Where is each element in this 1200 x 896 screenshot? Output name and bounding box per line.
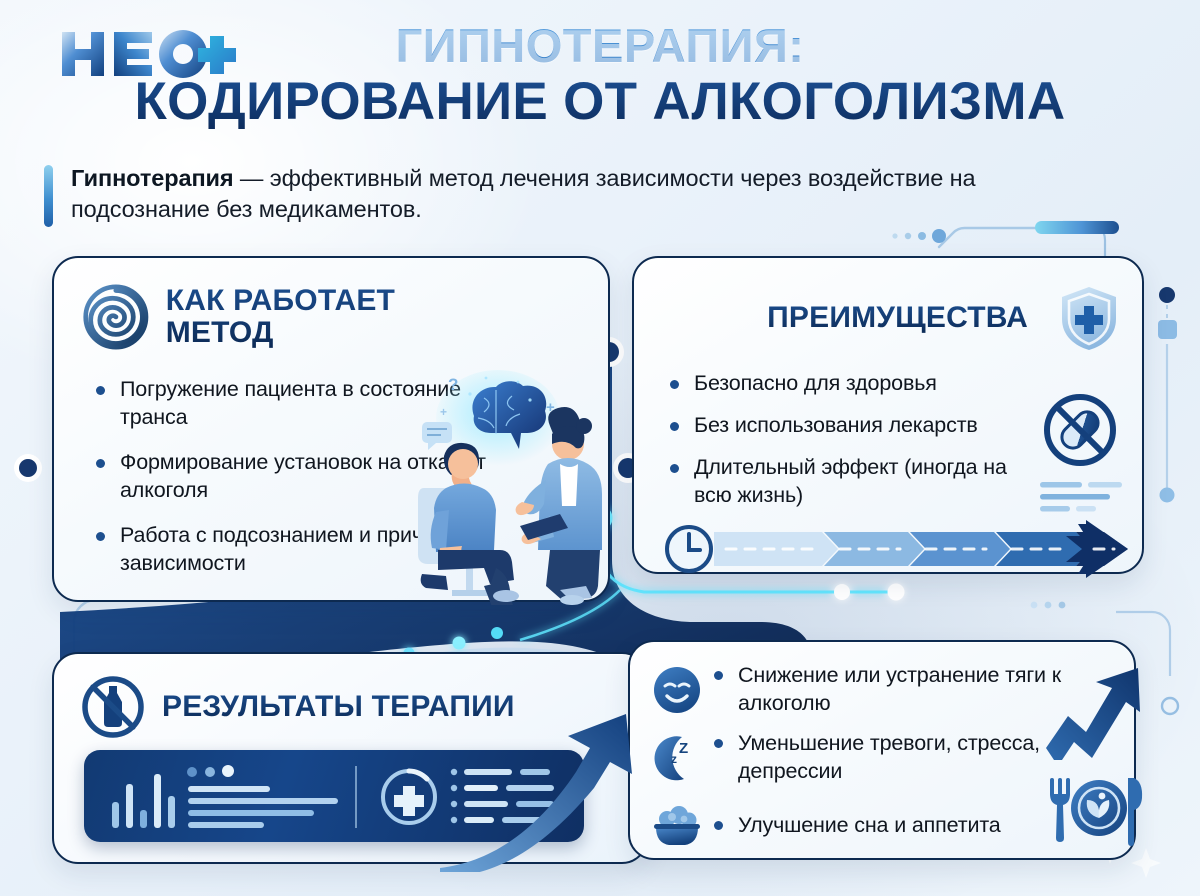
shield-plus-icon (1062, 287, 1116, 350)
outcome-text: Улучшение сна и аппетита (714, 812, 1001, 840)
list-item: Работа с подсознанием и причинами зависи… (94, 522, 486, 578)
list-item: Без использования лекарств (668, 412, 1050, 440)
method-card-header: КАК РАБОТАЕТ МЕТОД (82, 280, 482, 354)
benefits-bullet-list: Безопасно для здоровья Без использования… (668, 370, 1050, 524)
neo-plus-logo[interactable] (58, 26, 238, 88)
no-alcohol-icon (82, 676, 144, 738)
card-therapy-results: РЕЗУЛЬТАТЫ ТЕРАПИИ (52, 652, 648, 864)
method-card-title: КАК РАБОТАЕТ МЕТОД (166, 284, 482, 350)
list-item: Улучшение сна и аппетита (650, 796, 1124, 856)
bar-chart-glyph (112, 774, 175, 828)
list-item: Z z Уменьшение тревоги, стресса, депресс… (650, 728, 1124, 788)
svg-text:z: z (671, 752, 677, 766)
title-line-2: КОДИРОВАНИЕ ОТ АЛКОГОЛИЗМА (0, 74, 1200, 129)
salad-bowl-icon (650, 805, 704, 847)
results-card-header: РЕЗУЛЬТАТЫ ТЕРАПИИ (80, 674, 515, 740)
svg-text:Z: Z (679, 740, 688, 757)
method-bullet-list: Погружение пациента в состояние транса Ф… (94, 376, 486, 595)
card-outcomes: Снижение или устранение тяги к алкоголю … (628, 640, 1136, 860)
list-item: Погружение пациента в состояние транса (94, 376, 486, 432)
list-item: Безопасно для здоровья (668, 370, 1050, 398)
results-card-title: РЕЗУЛЬТАТЫ ТЕРАПИИ (162, 689, 515, 723)
calm-face-icon (650, 665, 704, 715)
outcome-list: Снижение или устранение тяги к алкоголю … (650, 660, 1124, 864)
lede-rest-text: — эффективный метод лечения зависимости … (71, 165, 976, 223)
list-item: Формирование установок на отказ от алког… (94, 449, 486, 505)
lede-text: Гипнотерапия — эффективный метод лечения… (71, 163, 1114, 226)
sleep-moon-icon: Z z (650, 733, 704, 783)
lede-paragraph: Гипнотерапия — эффективный метод лечения… (44, 163, 1114, 227)
card-how-method-works: КАК РАБОТАЕТ МЕТОД Погружение пациента в… (52, 256, 610, 602)
analytics-dashboard-panel (84, 750, 584, 842)
hypnosis-spiral-icon (83, 284, 149, 350)
outcome-text: Снижение или устранение тяги к алкоголю (714, 662, 1124, 717)
lede-accent-bar (44, 165, 53, 227)
card-benefits: ПРЕИМУЩЕСТВА Безопасно для здоровья Без … (632, 256, 1144, 574)
plus-gauge-icon (381, 768, 437, 825)
benefits-card-header: ПРЕИМУЩЕСТВА (767, 284, 1120, 352)
title-line-1: ГИПНОТЕРАПИЯ: (0, 22, 1200, 70)
outcome-text: Уменьшение тревоги, стресса, депрессии (714, 730, 1124, 785)
benefits-card-title: ПРЕИМУЩЕСТВА (767, 300, 1028, 334)
list-item: Снижение или устранение тяги к алкоголю (650, 660, 1124, 720)
page-title: ГИПНОТЕРАПИЯ: КОДИРОВАНИЕ ОТ АЛКОГОЛИЗМА (0, 22, 1200, 129)
list-item: Длительный эффект (иногда на всю жизнь) (668, 454, 1050, 510)
lede-bold-term: Гипнотерапия (71, 165, 234, 191)
